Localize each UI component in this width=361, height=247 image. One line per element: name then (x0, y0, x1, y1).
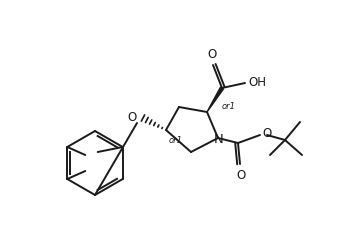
Text: or1: or1 (169, 136, 183, 144)
Text: N: N (214, 132, 224, 145)
Text: O: O (128, 110, 137, 124)
Polygon shape (207, 87, 223, 112)
Text: OH: OH (248, 76, 266, 88)
Text: O: O (262, 126, 271, 140)
Text: O: O (236, 169, 245, 182)
Text: or1: or1 (222, 102, 236, 110)
Text: O: O (207, 48, 217, 61)
